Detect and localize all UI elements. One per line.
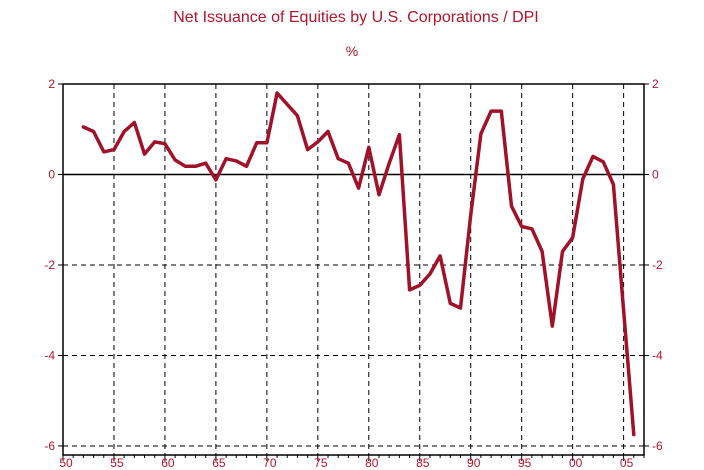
y-tick-label-left: -6 <box>44 439 55 453</box>
tick-labels: 2 20 0-2 -2-4 -4-6 -650 55 60 65 70 75 80 85 90 95 00 05 <box>44 77 663 470</box>
y-tick-label-left: 2 <box>48 77 55 91</box>
x-tick-label: 50 <box>59 456 73 470</box>
x-tick-label: 55 <box>110 456 124 470</box>
grid <box>63 83 644 455</box>
y-tick-label-right: -6 <box>652 439 663 453</box>
y-tick-label-left: -4 <box>44 348 55 362</box>
x-tick-label: 05 <box>620 456 634 470</box>
x-tick-label: 60 <box>161 456 175 470</box>
plot-frame <box>62 83 645 456</box>
y-tick-label-left: 0 <box>48 167 55 181</box>
chart-title: Net Issuance of Equities by U.S. Corpora… <box>173 9 539 26</box>
y-tick-label-left: -2 <box>44 258 55 272</box>
ticks <box>58 83 649 461</box>
y-tick-label-right: 0 <box>652 167 659 181</box>
x-tick-label: 70 <box>263 456 277 470</box>
x-tick-label: 90 <box>467 456 481 470</box>
y-tick-label-right: -2 <box>652 258 663 272</box>
x-tick-label: 75 <box>314 456 328 470</box>
x-tick-label: 00 <box>569 456 583 470</box>
y-tick-label-right: 2 <box>652 77 659 91</box>
series-line <box>81 91 636 437</box>
chart-subtitle: % <box>346 43 358 59</box>
y-tick-label-right: -4 <box>652 348 663 362</box>
x-tick-label: 80 <box>365 456 379 470</box>
x-tick-label: 85 <box>416 456 430 470</box>
x-tick-label: 95 <box>518 456 532 470</box>
x-tick-label: 65 <box>212 456 226 470</box>
